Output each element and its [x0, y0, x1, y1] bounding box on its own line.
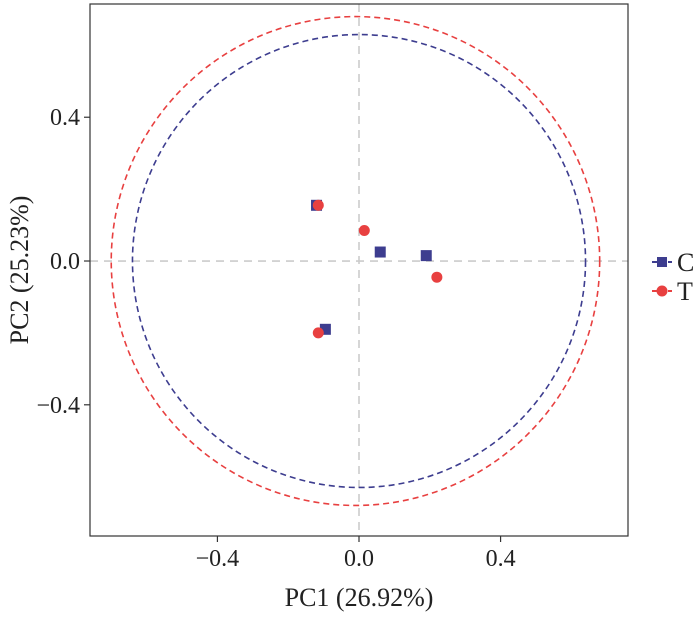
- point-t-4: [431, 271, 443, 283]
- ellipse-t: [110, 15, 601, 507]
- y-tick-label: −0.4: [36, 393, 80, 419]
- x-tick-label: −0.4: [196, 546, 240, 572]
- point-c-4: [420, 250, 432, 262]
- legend-marker-t: [656, 285, 668, 297]
- x-tick-label: 0.0: [344, 546, 374, 572]
- legend: C T: [652, 248, 694, 306]
- point-t-2: [312, 327, 324, 339]
- legend-marker-c: [657, 257, 667, 267]
- y-tick-label: 0.0: [50, 249, 80, 275]
- legend-label-c: C: [677, 248, 694, 277]
- point-t-3: [358, 224, 370, 236]
- y-axis-title: PC2 (25.23%): [5, 196, 34, 345]
- point-t-1: [312, 199, 324, 211]
- point-c-2: [319, 323, 331, 335]
- y-tick-label: 0.4: [50, 105, 80, 131]
- point-c-3: [374, 246, 386, 258]
- ellipse-c: [131, 33, 587, 489]
- legend-label-t: T: [677, 277, 693, 306]
- plot-layer: [90, 4, 628, 536]
- x-axis-title: PC1 (26.92%): [285, 583, 434, 612]
- x-tick-label: 0.4: [486, 546, 516, 572]
